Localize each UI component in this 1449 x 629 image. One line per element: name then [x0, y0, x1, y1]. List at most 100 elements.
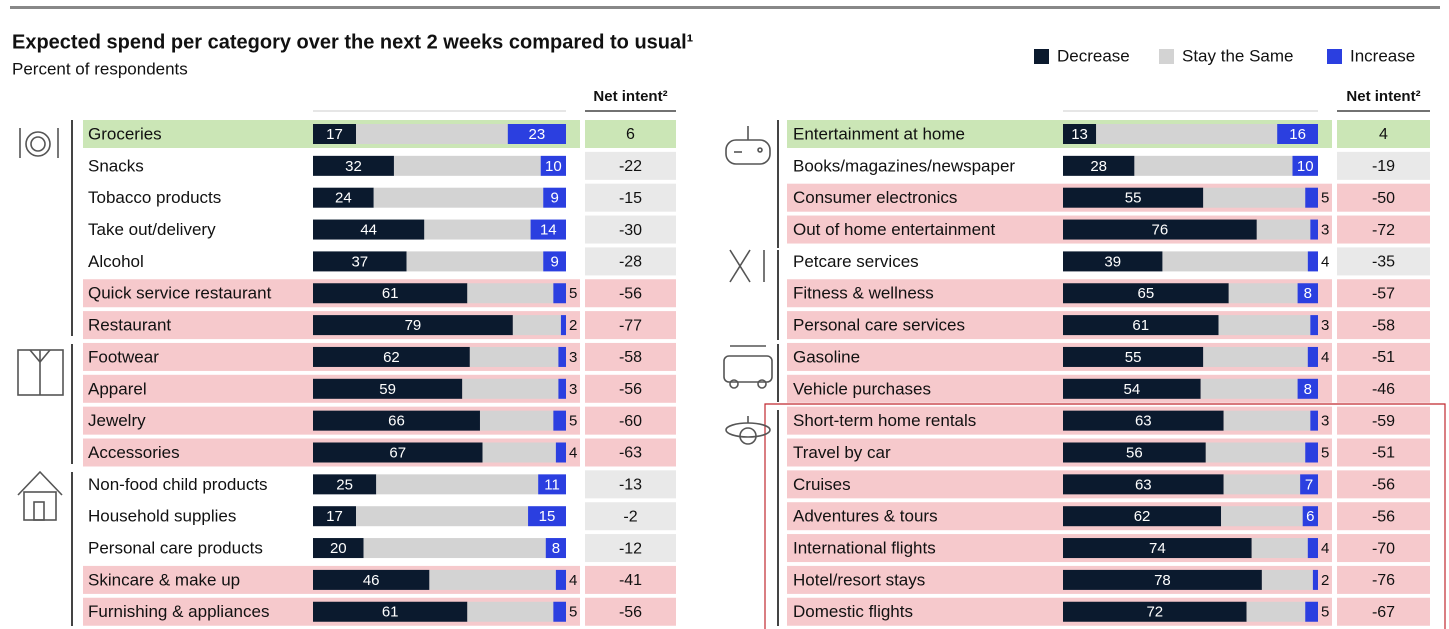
bar-segment — [313, 219, 425, 240]
net-intent-value: -77 — [619, 317, 642, 334]
column-header: Net intent² — [1346, 88, 1420, 105]
net-intent-value: -60 — [619, 413, 642, 430]
chart-title: Expected spend per category over the nex… — [12, 31, 694, 53]
bar-segment — [313, 601, 468, 622]
net-intent-value: -56 — [619, 604, 642, 621]
row-highlight — [83, 502, 313, 531]
category-label: Fitness & wellness — [793, 284, 934, 303]
net-intent-cell — [585, 534, 676, 563]
value-label: 65 — [1138, 285, 1155, 302]
bar-segment — [1200, 378, 1298, 399]
net-intent-cell — [1337, 120, 1430, 148]
value-label: 5 — [1321, 444, 1329, 461]
value-label: 63 — [1135, 413, 1152, 430]
row-highlight — [83, 120, 313, 148]
net-intent-value: -59 — [1372, 413, 1395, 430]
net-intent-value: -76 — [1372, 572, 1395, 589]
value-label: 55 — [1125, 349, 1142, 366]
bar-segment — [482, 442, 556, 463]
bar-segment — [553, 601, 566, 622]
value-label: 9 — [550, 253, 558, 270]
value-label: 10 — [545, 158, 562, 175]
bar-segment — [363, 538, 546, 559]
bar-segment — [479, 410, 554, 431]
net-intent-value: -12 — [619, 540, 642, 557]
net-intent-cell — [1337, 565, 1430, 594]
value-label: 8 — [1304, 381, 1312, 398]
net-intent-value: -56 — [1372, 477, 1395, 494]
bar-segment — [1223, 410, 1311, 431]
category-label: Hotel/resort stays — [793, 570, 925, 589]
net-intent-value: -30 — [619, 222, 642, 239]
bar-segment — [1307, 346, 1318, 367]
net-intent-cell — [1337, 183, 1430, 212]
bar-segment — [1305, 601, 1318, 622]
bar-segment — [543, 251, 566, 272]
net-intent-cell — [1337, 151, 1430, 180]
category-label: Vehicle purchases — [793, 379, 931, 398]
bar-segment — [313, 346, 470, 367]
value-label: 16 — [1289, 126, 1306, 143]
bar-segment — [1310, 410, 1318, 431]
bar-segment — [313, 187, 374, 208]
category-label: Take out/delivery — [88, 220, 216, 239]
bar-segment — [313, 538, 364, 559]
row-highlight — [83, 374, 313, 403]
bar-segment — [560, 315, 566, 336]
net-intent-cell — [1337, 438, 1430, 467]
bar-segment — [1310, 219, 1318, 240]
row-highlight — [83, 597, 313, 626]
bar-segment — [1203, 346, 1308, 367]
bar-segment — [1261, 569, 1313, 590]
category-label: Entertainment at home — [793, 124, 965, 143]
net-intent-value: -22 — [619, 158, 642, 175]
net-intent-value: -35 — [1372, 254, 1395, 271]
bar-segment — [1205, 442, 1306, 463]
value-label: 32 — [345, 158, 362, 175]
bar-segment — [558, 346, 566, 367]
legend-swatch — [1159, 49, 1174, 64]
net-intent-value: -57 — [1372, 285, 1395, 302]
net-intent-cell — [585, 215, 676, 244]
bar-segment — [1063, 506, 1222, 527]
bar-segment — [1134, 155, 1293, 176]
value-label: 76 — [1152, 222, 1169, 239]
row-highlight — [787, 120, 1063, 148]
value-label: 62 — [1134, 508, 1151, 525]
category-label: Personal care services — [793, 316, 965, 335]
bar-segment — [1277, 124, 1318, 144]
net-intent-cell — [585, 151, 676, 180]
value-label: 3 — [1321, 413, 1329, 430]
net-intent-value: -13 — [619, 477, 642, 494]
row-highlight — [787, 597, 1063, 626]
highlight-frame — [764, 403, 1446, 629]
value-label: 7 — [1305, 476, 1313, 493]
value-label: 20 — [330, 540, 347, 557]
net-intent-value: -63 — [619, 445, 642, 462]
value-label: 10 — [1297, 158, 1314, 175]
category-label: Quick service restaurant — [88, 284, 272, 303]
bar-segment — [1063, 283, 1229, 304]
value-label: 4 — [569, 444, 577, 461]
net-intent-cell — [585, 374, 676, 403]
net-intent-cell — [1337, 502, 1430, 531]
bar-segment — [553, 283, 566, 304]
row-highlight — [787, 406, 1063, 435]
category-label: Short-term home rentals — [793, 411, 976, 430]
net-intent-value: -2 — [623, 508, 637, 525]
value-label: 17 — [326, 508, 343, 525]
bar-segment — [1302, 506, 1318, 527]
net-intent-cell — [585, 565, 676, 594]
bar-segment — [1063, 346, 1204, 367]
value-label: 63 — [1135, 476, 1152, 493]
row-highlight — [83, 183, 313, 212]
bar-segment — [313, 506, 357, 527]
bar-segment — [313, 410, 480, 431]
value-label: 5 — [569, 413, 577, 430]
category-label: Domestic flights — [793, 602, 913, 621]
net-intent-value: -51 — [1372, 349, 1395, 366]
bar-segment — [1063, 187, 1204, 208]
bar-segment — [1297, 283, 1318, 304]
category-label: Footwear — [88, 347, 159, 366]
net-intent-value: -28 — [619, 254, 642, 271]
